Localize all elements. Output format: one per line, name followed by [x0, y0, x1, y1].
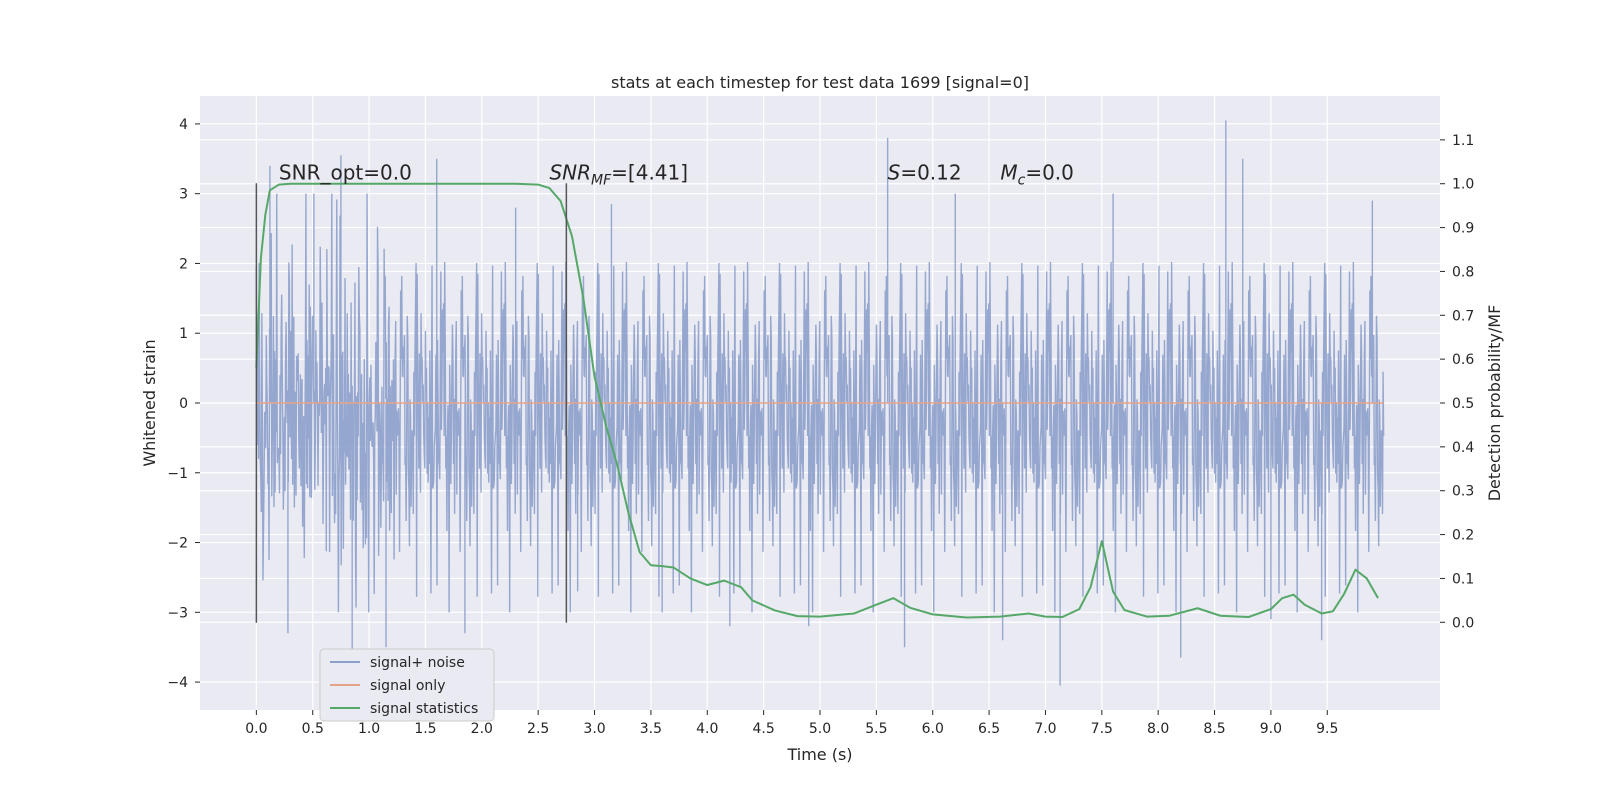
x-tick-label: 6.0 — [922, 721, 944, 737]
x-tick-label: 2.0 — [471, 721, 493, 737]
x-tick-label: 4.5 — [753, 721, 775, 737]
y-tick-label: 2 — [179, 256, 188, 272]
legend-label-signal-noise: signal+ noise — [370, 655, 465, 671]
x-tick-label: 1.0 — [358, 721, 380, 737]
series-line-signal-noise — [255, 120, 1385, 686]
y-tick-label: 1 — [179, 326, 188, 342]
series-layer — [255, 182, 1384, 619]
legend-box — [319, 648, 495, 722]
annotation-snr-mf: SNRMF=[4.41] — [549, 161, 688, 189]
y2-tick-label: 1.1 — [1452, 133, 1474, 149]
y2-tick-label: 0.1 — [1452, 571, 1474, 587]
legend: signal+ noise signal only signal statist… — [319, 648, 495, 722]
x-tick-label: 0.5 — [302, 721, 324, 737]
x-tick-label: 5.5 — [865, 721, 887, 737]
y2-tick-label: 0.4 — [1452, 440, 1474, 456]
x-tick-label: 7.5 — [1091, 721, 1113, 737]
series-signal-noise — [255, 120, 1385, 686]
y2-tick-label: 0.6 — [1452, 352, 1474, 368]
y2-tick-label: 0.5 — [1452, 396, 1474, 412]
chart-title: stats at each timestep for test data 169… — [611, 73, 1029, 92]
y-tick-label: −2 — [167, 536, 188, 552]
y2-axis-label: Detection probability/MF — [1485, 305, 1504, 502]
x-tick-label: 1.5 — [414, 721, 436, 737]
y2-tick-label: 0.7 — [1452, 308, 1474, 324]
annotations: SNR_opt=0.0 SNRMF=[4.41] S=0.12 Mc=0.0 — [279, 161, 1074, 189]
x-tick-label: 7.0 — [1034, 721, 1056, 737]
y2-tick-label: 0.2 — [1452, 528, 1474, 544]
y2-tick-label: 1.0 — [1452, 177, 1474, 193]
annotation-mc-value: Mc=0.0 — [1000, 161, 1074, 189]
y2-tick-label: 0.8 — [1452, 264, 1474, 280]
x-tick-label: 8.5 — [1203, 721, 1225, 737]
y2-tick-label: 0.3 — [1452, 484, 1474, 500]
x-tick-label: 8.0 — [1147, 721, 1169, 737]
y2-tick-label: 0.9 — [1452, 221, 1474, 237]
legend-label-signal-only: signal only — [370, 678, 445, 694]
x-tick-label: 4.0 — [696, 721, 718, 737]
x-tick-label: 9.5 — [1316, 721, 1338, 737]
ticks: 0.0 0.5 1.0 1.5 2.0 2.5 3.0 3.5 4.0 4.5 5.0 5.5 6.0 6… — [167, 117, 1474, 737]
x-tick-label: 5.0 — [809, 721, 831, 737]
y2-tick-label: 0.0 — [1452, 615, 1474, 631]
vertical-markers — [255, 183, 568, 623]
x-axis-label: Time (s) — [786, 745, 852, 764]
y-tick-label: −4 — [167, 675, 188, 691]
y-tick-label: 3 — [179, 187, 188, 203]
y-tick-label: 4 — [179, 117, 188, 133]
x-tick-label: 2.5 — [527, 721, 549, 737]
series-line-signal-statistics — [255, 182, 1379, 619]
x-tick-label: 6.5 — [978, 721, 1000, 737]
y-tick-label: −3 — [167, 605, 188, 621]
x-tick-label: 0.0 — [245, 721, 267, 737]
x-tick-label: 3.0 — [583, 721, 605, 737]
annotation-snr-opt: SNR_opt=0.0 — [279, 161, 412, 185]
y-axis-label: Whitened strain — [140, 339, 159, 466]
legend-label-signal-statistics: signal statistics — [370, 701, 478, 717]
x-tick-label: 9.0 — [1260, 721, 1282, 737]
x-tick-label: 3.5 — [640, 721, 662, 737]
y-tick-label: −1 — [167, 466, 188, 482]
y-tick-label: 0 — [179, 396, 188, 412]
annotation-s-value: S=0.12 — [888, 161, 962, 185]
